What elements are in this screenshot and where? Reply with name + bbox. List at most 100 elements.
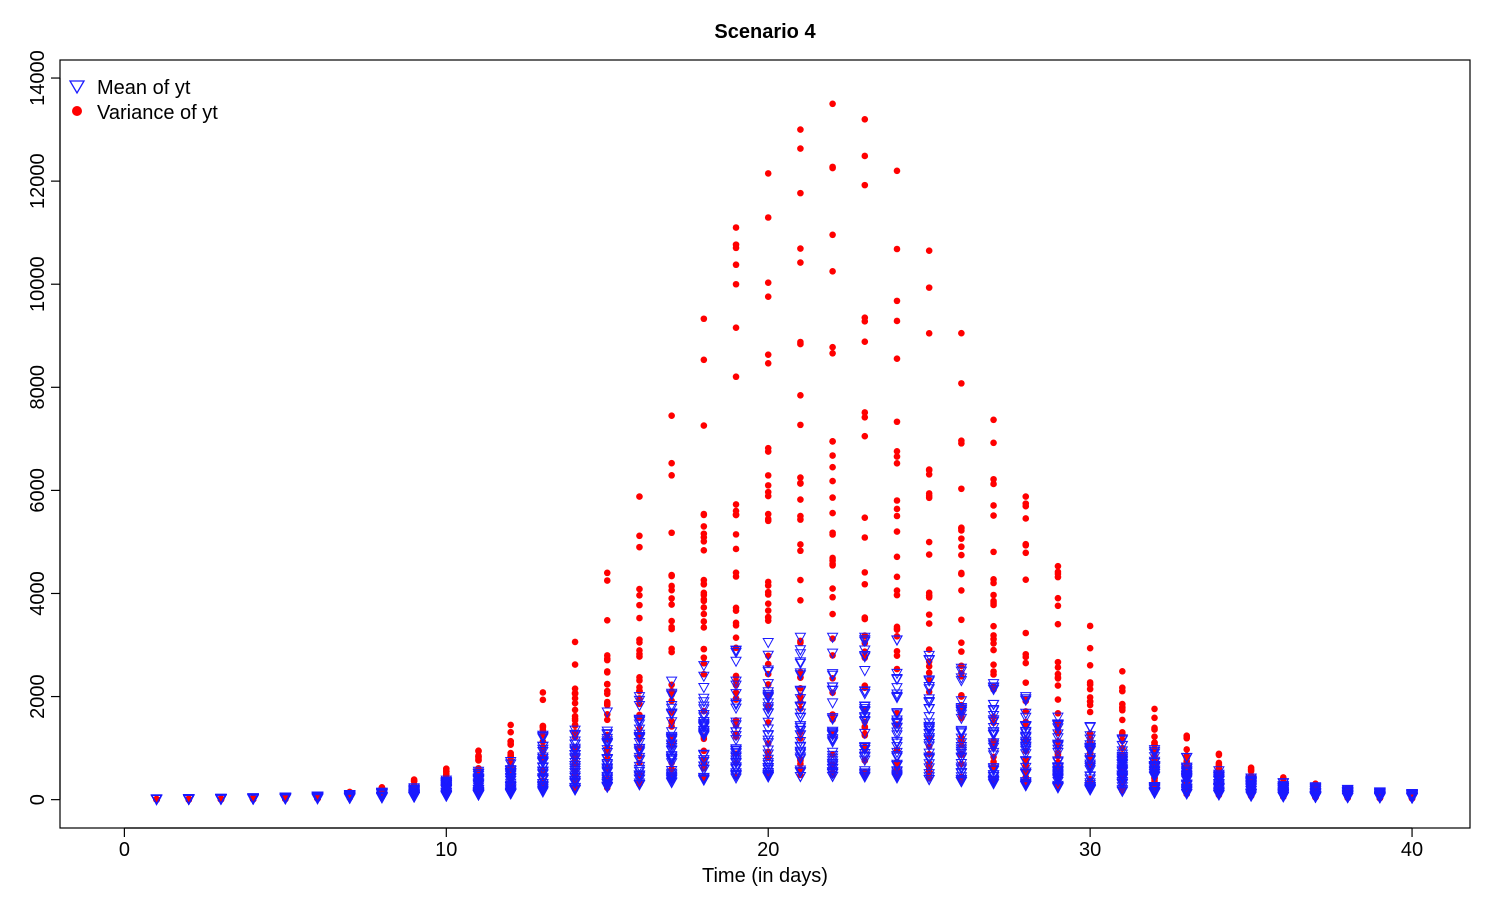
- mean-point: [1019, 695, 1032, 707]
- mean-point: [408, 784, 420, 796]
- variance-point: [1022, 502, 1030, 510]
- mean-point: [1052, 770, 1064, 781]
- mean-point: [697, 671, 710, 683]
- variance-point: [861, 732, 869, 739]
- mean-point: [504, 767, 517, 779]
- y-tick-label: 12000: [27, 153, 49, 209]
- mean-point: [955, 774, 968, 786]
- variance-point: [668, 625, 675, 633]
- mean-point: [633, 732, 646, 744]
- mean-point: [858, 701, 871, 713]
- variance-point: [539, 696, 547, 704]
- variance-point: [571, 712, 579, 720]
- variance-point: [861, 432, 869, 440]
- mean-point: [762, 767, 775, 779]
- mean-point: [794, 771, 807, 783]
- mean-point: [826, 734, 839, 745]
- variance-point: [1022, 493, 1030, 500]
- variance-point: [990, 646, 997, 654]
- variance-point: [636, 639, 643, 646]
- variance-point: [668, 645, 675, 653]
- mean-point: [858, 771, 871, 783]
- variance-point: [1086, 644, 1094, 652]
- mean-point: [987, 750, 1000, 762]
- mean-point: [1148, 763, 1161, 774]
- mean-point: [1116, 752, 1129, 763]
- mean-point: [923, 775, 936, 786]
- mean-point: [633, 716, 646, 728]
- variance-point: [893, 553, 901, 561]
- variance-point: [732, 507, 740, 515]
- variance-point: [1086, 679, 1094, 686]
- mean-point: [923, 696, 936, 708]
- mean-point: [697, 761, 710, 772]
- variance-point: [990, 632, 997, 639]
- variance-point: [893, 505, 901, 513]
- mean-point: [537, 754, 549, 765]
- variance-point: [1054, 573, 1062, 581]
- variance-point: [700, 624, 708, 631]
- variance-point: [797, 126, 804, 133]
- variance-point: [893, 573, 901, 581]
- mean-point: [601, 781, 614, 793]
- variance-point: [861, 409, 869, 416]
- mean-point: [504, 757, 517, 768]
- mean-point: [343, 793, 356, 804]
- variance-point: [861, 152, 869, 160]
- mean-point: [955, 676, 968, 687]
- mean-point: [762, 754, 775, 766]
- mean-point: [1148, 784, 1161, 796]
- mean-point: [1180, 785, 1193, 797]
- mean-point: [1148, 746, 1161, 758]
- mean-point: [794, 754, 807, 765]
- mean-point: [376, 789, 388, 801]
- mean-point: [1019, 762, 1032, 774]
- mean-point: [1180, 764, 1193, 776]
- mean-point: [1180, 752, 1193, 764]
- variance-point: [829, 509, 836, 517]
- mean-point: [376, 787, 388, 799]
- variance-point: [861, 413, 869, 421]
- variance-point: [990, 579, 997, 587]
- mean-point: [923, 722, 936, 734]
- variance-point: [636, 585, 643, 593]
- mean-point: [987, 740, 1000, 751]
- variance-point: [797, 145, 804, 152]
- variance-point: [700, 523, 708, 530]
- variance-point: [861, 569, 869, 576]
- mean-point: [697, 661, 710, 672]
- variance-point: [764, 600, 772, 608]
- y-tick-label: 4000: [27, 571, 49, 616]
- mean-point: [1019, 742, 1032, 753]
- variance-point: [797, 245, 804, 252]
- mean-point: [472, 790, 485, 801]
- y-tick-label: 8000: [27, 365, 49, 410]
- mean-point: [665, 709, 678, 721]
- variance-point: [732, 622, 740, 629]
- mean-point: [1116, 741, 1129, 752]
- mean-point: [311, 791, 324, 803]
- x-tick-label: 30: [1079, 839, 1101, 861]
- variance-point: [861, 314, 869, 321]
- variance-point: [797, 576, 804, 584]
- legend-mean-label: Mean of yt: [97, 77, 191, 99]
- mean-point: [1052, 720, 1064, 732]
- variance-point: [893, 297, 901, 305]
- mean-point: [665, 743, 678, 754]
- variance-point: [668, 472, 675, 479]
- variance-point: [990, 548, 997, 556]
- variance-point: [764, 515, 772, 523]
- variance-point: [668, 586, 675, 594]
- variance-point: [700, 610, 708, 618]
- mean-point: [633, 755, 646, 766]
- mean-point: [955, 744, 968, 755]
- mean-point: [826, 737, 839, 748]
- variance-point: [958, 569, 965, 577]
- data-points: [150, 100, 1418, 806]
- variance-point: [700, 604, 708, 611]
- mean-point: [794, 767, 807, 778]
- mean-point: [537, 746, 549, 758]
- variance-point: [829, 231, 836, 239]
- mean-point: [987, 776, 1000, 787]
- mean-point: [665, 765, 678, 777]
